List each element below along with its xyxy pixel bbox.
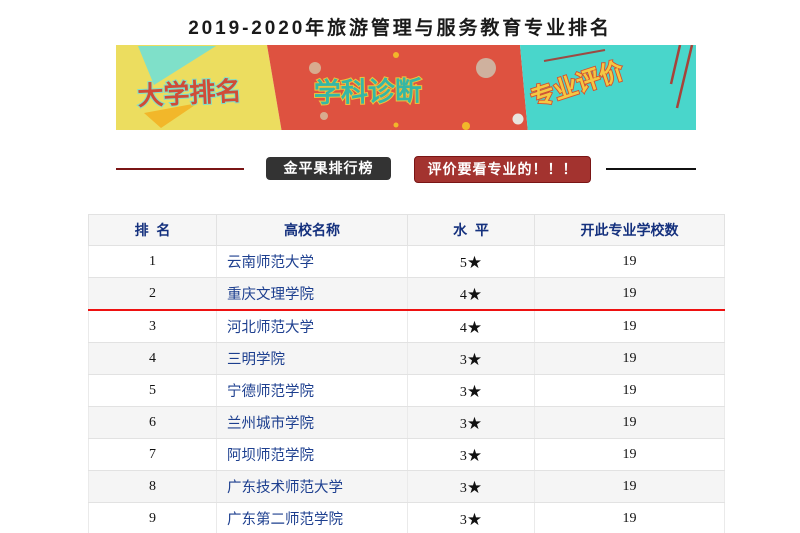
svg-text:大学排名: 大学排名	[137, 76, 242, 111]
svg-text:学科诊断: 学科诊断	[314, 75, 423, 108]
